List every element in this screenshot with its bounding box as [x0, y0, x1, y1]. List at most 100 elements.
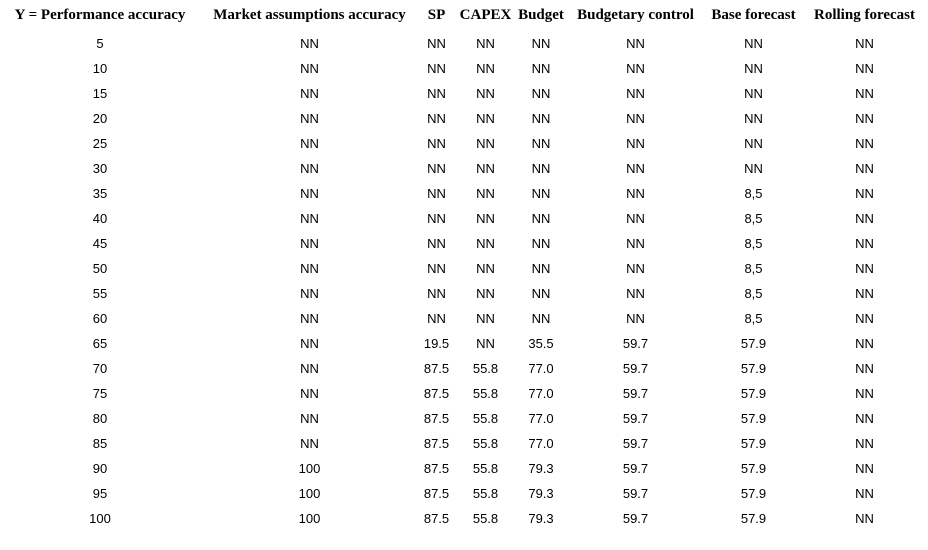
table-cell: 8,5 — [744, 261, 763, 276]
table-row: 60 NN NN NN NN NN 8,5 NN — [0, 306, 928, 331]
table-cell: NN — [531, 211, 551, 226]
table-cell: NN — [476, 111, 495, 126]
table-cell: NN — [855, 61, 874, 76]
table-cell: NN — [744, 161, 763, 176]
column-header-performance-accuracy: Y = Performance accuracy — [14, 7, 186, 23]
table-cell: NN — [855, 436, 874, 451]
table-cell: NN — [300, 411, 319, 426]
table-cell: NN — [427, 236, 446, 251]
table-cell: NN — [626, 86, 645, 101]
table-cell: 57.9 — [740, 461, 767, 476]
table-cell: NN — [300, 36, 319, 51]
table-row: 75 NN 87.5 55.8 77.0 59.7 57.9 NN — [0, 381, 928, 406]
table-cell: 100 — [298, 486, 321, 501]
table-cell: NN — [300, 161, 319, 176]
table-cell: NN — [427, 211, 446, 226]
table-cell: 87.5 — [423, 511, 450, 526]
table-cell: NN — [855, 486, 874, 501]
table-cell: 60 — [92, 311, 108, 326]
table-cell: 45 — [92, 236, 108, 251]
table-cell: NN — [300, 336, 319, 351]
table-cell: NN — [476, 336, 495, 351]
table-cell: NN — [626, 261, 645, 276]
table-cell: 59.7 — [622, 436, 649, 451]
table-cell: NN — [476, 286, 495, 301]
table-row: 55 NN NN NN NN NN 8,5 NN — [0, 281, 928, 306]
table-cell: 57.9 — [740, 361, 767, 376]
table-cell: 55 — [92, 286, 108, 301]
table-cell: 8,5 — [744, 186, 763, 201]
table-cell: NN — [427, 186, 446, 201]
table-cell: 59.7 — [622, 461, 649, 476]
table-cell: NN — [626, 36, 645, 51]
table-cell: 35.5 — [528, 336, 554, 351]
table-cell: NN — [855, 461, 874, 476]
table-cell: NN — [476, 61, 495, 76]
table-cell: 10 — [92, 61, 108, 76]
table-row: 20 NN NN NN NN NN NN NN — [0, 106, 928, 131]
table-cell: NN — [531, 186, 551, 201]
table-cell: NN — [855, 186, 874, 201]
table-cell: NN — [476, 36, 495, 51]
column-header-base-forecast: Base forecast — [711, 7, 796, 23]
column-header-budgetary-control: Budgetary control — [577, 7, 694, 23]
table-cell: 55.8 — [472, 386, 499, 401]
table-cell: 87.5 — [423, 436, 450, 451]
table-cell: 55.8 — [472, 461, 499, 476]
table-cell: 57.9 — [740, 386, 767, 401]
table-cell: 87.5 — [423, 461, 450, 476]
table-cell: NN — [427, 86, 446, 101]
table-cell: 59.7 — [622, 361, 649, 376]
table-cell: NN — [476, 211, 495, 226]
table-cell: NN — [855, 161, 874, 176]
table-cell: NN — [427, 36, 446, 51]
table-cell: NN — [855, 511, 874, 526]
table-cell: NN — [300, 86, 319, 101]
table-cell: NN — [744, 136, 763, 151]
table-cell: NN — [626, 286, 645, 301]
table-cell: 57.9 — [740, 436, 767, 451]
table-cell: NN — [744, 111, 763, 126]
table-cell: 5 — [96, 36, 104, 51]
table-cell: NN — [300, 386, 319, 401]
table-cell: NN — [626, 211, 645, 226]
table-cell: NN — [300, 286, 319, 301]
table-cell: NN — [476, 86, 495, 101]
table-cell: 77.0 — [528, 411, 554, 426]
table-cell: 55.8 — [472, 361, 499, 376]
table-cell: 87.5 — [423, 386, 450, 401]
table-cell: NN — [744, 36, 763, 51]
table-cell: 90 — [92, 461, 108, 476]
table-cell: NN — [476, 236, 495, 251]
table-cell: NN — [427, 111, 446, 126]
table-cell: 79.3 — [528, 461, 554, 476]
column-header-sp: SP — [427, 7, 446, 23]
table-cell: NN — [531, 161, 551, 176]
table-cell: 59.7 — [622, 511, 649, 526]
table-cell: NN — [300, 136, 319, 151]
table-cell: NN — [626, 111, 645, 126]
table-cell: NN — [427, 311, 446, 326]
table-row: 80 NN 87.5 55.8 77.0 59.7 57.9 NN — [0, 406, 928, 431]
table-cell: 40 — [92, 211, 108, 226]
table-cell: NN — [531, 36, 551, 51]
table-cell: 87.5 — [423, 486, 450, 501]
table-cell: NN — [300, 436, 319, 451]
header-row: Y = Performance accuracy Market assumpti… — [0, 0, 928, 31]
table-cell: 55.8 — [472, 511, 499, 526]
table-cell: 50 — [92, 261, 108, 276]
table-row: 90 100 87.5 55.8 79.3 59.7 57.9 NN — [0, 456, 928, 481]
table-cell: 35 — [92, 186, 108, 201]
table-row: 95 100 87.5 55.8 79.3 59.7 57.9 NN — [0, 481, 928, 506]
table-cell: 55.8 — [472, 411, 499, 426]
table-row: 5 NN NN NN NN NN NN NN — [0, 31, 928, 56]
table-cell: 79.3 — [528, 511, 554, 526]
table-cell: 59.7 — [622, 386, 649, 401]
column-header-rolling-forecast: Rolling forecast — [814, 7, 915, 23]
table-cell: NN — [531, 111, 551, 126]
table-cell: 77.0 — [528, 436, 554, 451]
table-cell: NN — [300, 111, 319, 126]
table-cell: NN — [427, 161, 446, 176]
table-cell: 30 — [92, 161, 108, 176]
table-cell: NN — [744, 86, 763, 101]
